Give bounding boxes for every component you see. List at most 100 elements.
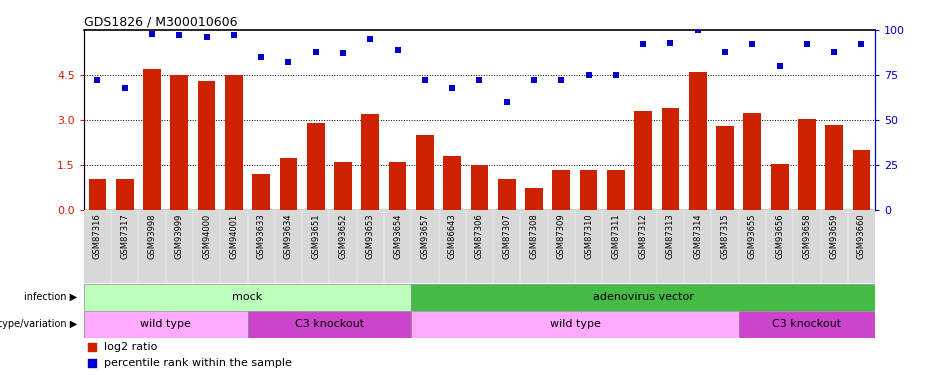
Text: GSM87307: GSM87307 [502, 214, 511, 260]
Point [445, 85, 460, 91]
Point [527, 77, 542, 83]
Bar [443, 156, 461, 210]
Point [84, 344, 99, 350]
Text: GSM93659: GSM93659 [830, 214, 839, 259]
Bar [334, 162, 352, 210]
Text: GSM87309: GSM87309 [557, 214, 566, 259]
Text: GSM93634: GSM93634 [284, 214, 293, 259]
Bar [771, 164, 789, 210]
Point [144, 31, 159, 37]
Text: GSM86643: GSM86643 [448, 214, 457, 260]
Bar [744, 112, 762, 210]
Point [226, 32, 241, 38]
Bar [115, 178, 133, 210]
Point [172, 32, 187, 38]
Bar [662, 108, 680, 210]
Bar [798, 118, 816, 210]
Bar [412, 310, 738, 338]
Point [854, 41, 869, 47]
Text: GSM93656: GSM93656 [776, 214, 784, 259]
Point [772, 63, 787, 69]
Text: GSM93651: GSM93651 [311, 214, 320, 259]
Point [827, 49, 842, 55]
Bar [389, 162, 407, 210]
Bar [826, 124, 843, 210]
Point [609, 72, 624, 78]
Text: C3 knockout: C3 knockout [773, 319, 842, 329]
Text: GSM93657: GSM93657 [421, 214, 429, 259]
Point [581, 72, 596, 78]
Text: GSM93655: GSM93655 [748, 214, 757, 259]
Bar [470, 165, 489, 210]
Point [554, 77, 569, 83]
Point [718, 49, 733, 55]
Bar [412, 284, 875, 310]
Text: GSM93660: GSM93660 [857, 214, 866, 259]
Text: log2 ratio: log2 ratio [103, 342, 157, 352]
Point [745, 41, 760, 47]
Text: GSM93653: GSM93653 [366, 214, 375, 259]
Bar [225, 75, 243, 210]
Text: GSM93654: GSM93654 [393, 214, 402, 259]
Point [199, 34, 214, 40]
Text: GSM87315: GSM87315 [721, 214, 730, 259]
Text: GSM87314: GSM87314 [694, 214, 702, 259]
Bar [580, 170, 598, 210]
Point [417, 77, 432, 83]
Bar [634, 111, 652, 210]
Bar [279, 158, 297, 210]
Bar [197, 81, 215, 210]
Point [800, 41, 815, 47]
Bar [248, 310, 412, 338]
Text: genotype/variation ▶: genotype/variation ▶ [0, 319, 77, 329]
Text: GSM94000: GSM94000 [202, 214, 211, 259]
Text: GSM87310: GSM87310 [584, 214, 593, 259]
Point [254, 54, 269, 60]
Bar [361, 114, 379, 210]
Point [117, 85, 132, 91]
Bar [88, 178, 106, 210]
Point [308, 49, 323, 55]
Bar [252, 174, 270, 210]
Text: GSM87308: GSM87308 [530, 214, 538, 260]
Text: GDS1826 / M300010606: GDS1826 / M300010606 [84, 16, 237, 29]
Bar [552, 170, 570, 210]
Text: GSM93633: GSM93633 [257, 214, 265, 260]
Text: GSM87312: GSM87312 [639, 214, 648, 259]
Bar [416, 135, 434, 210]
Text: GSM87311: GSM87311 [612, 214, 620, 259]
Bar [738, 310, 875, 338]
Point [663, 40, 678, 46]
Bar [689, 72, 707, 210]
Bar [84, 310, 248, 338]
Point [335, 50, 350, 56]
Point [281, 59, 296, 65]
Text: GSM93652: GSM93652 [339, 214, 347, 259]
Bar [525, 188, 543, 210]
Text: wild type: wild type [141, 319, 191, 329]
Bar [84, 284, 412, 310]
Text: wild type: wild type [549, 319, 600, 329]
Text: adenovirus vector: adenovirus vector [593, 292, 694, 302]
Point [499, 99, 514, 105]
Point [690, 27, 705, 33]
Text: GSM93658: GSM93658 [803, 214, 812, 259]
Text: GSM93998: GSM93998 [147, 214, 156, 259]
Text: C3 knockout: C3 knockout [295, 319, 364, 329]
Bar [143, 69, 161, 210]
Text: GSM87316: GSM87316 [93, 214, 101, 260]
Bar [853, 150, 870, 210]
Bar [498, 178, 516, 210]
Point [90, 77, 105, 83]
Text: GSM94001: GSM94001 [229, 214, 238, 259]
Bar [607, 170, 625, 210]
Bar [716, 126, 734, 210]
Text: GSM93999: GSM93999 [175, 214, 183, 259]
Text: GSM87317: GSM87317 [120, 214, 129, 260]
Text: mock: mock [233, 292, 263, 302]
Text: GSM87313: GSM87313 [666, 214, 675, 260]
Point [472, 77, 487, 83]
Text: infection ▶: infection ▶ [24, 292, 77, 302]
Point [363, 36, 378, 42]
Bar [170, 75, 188, 210]
